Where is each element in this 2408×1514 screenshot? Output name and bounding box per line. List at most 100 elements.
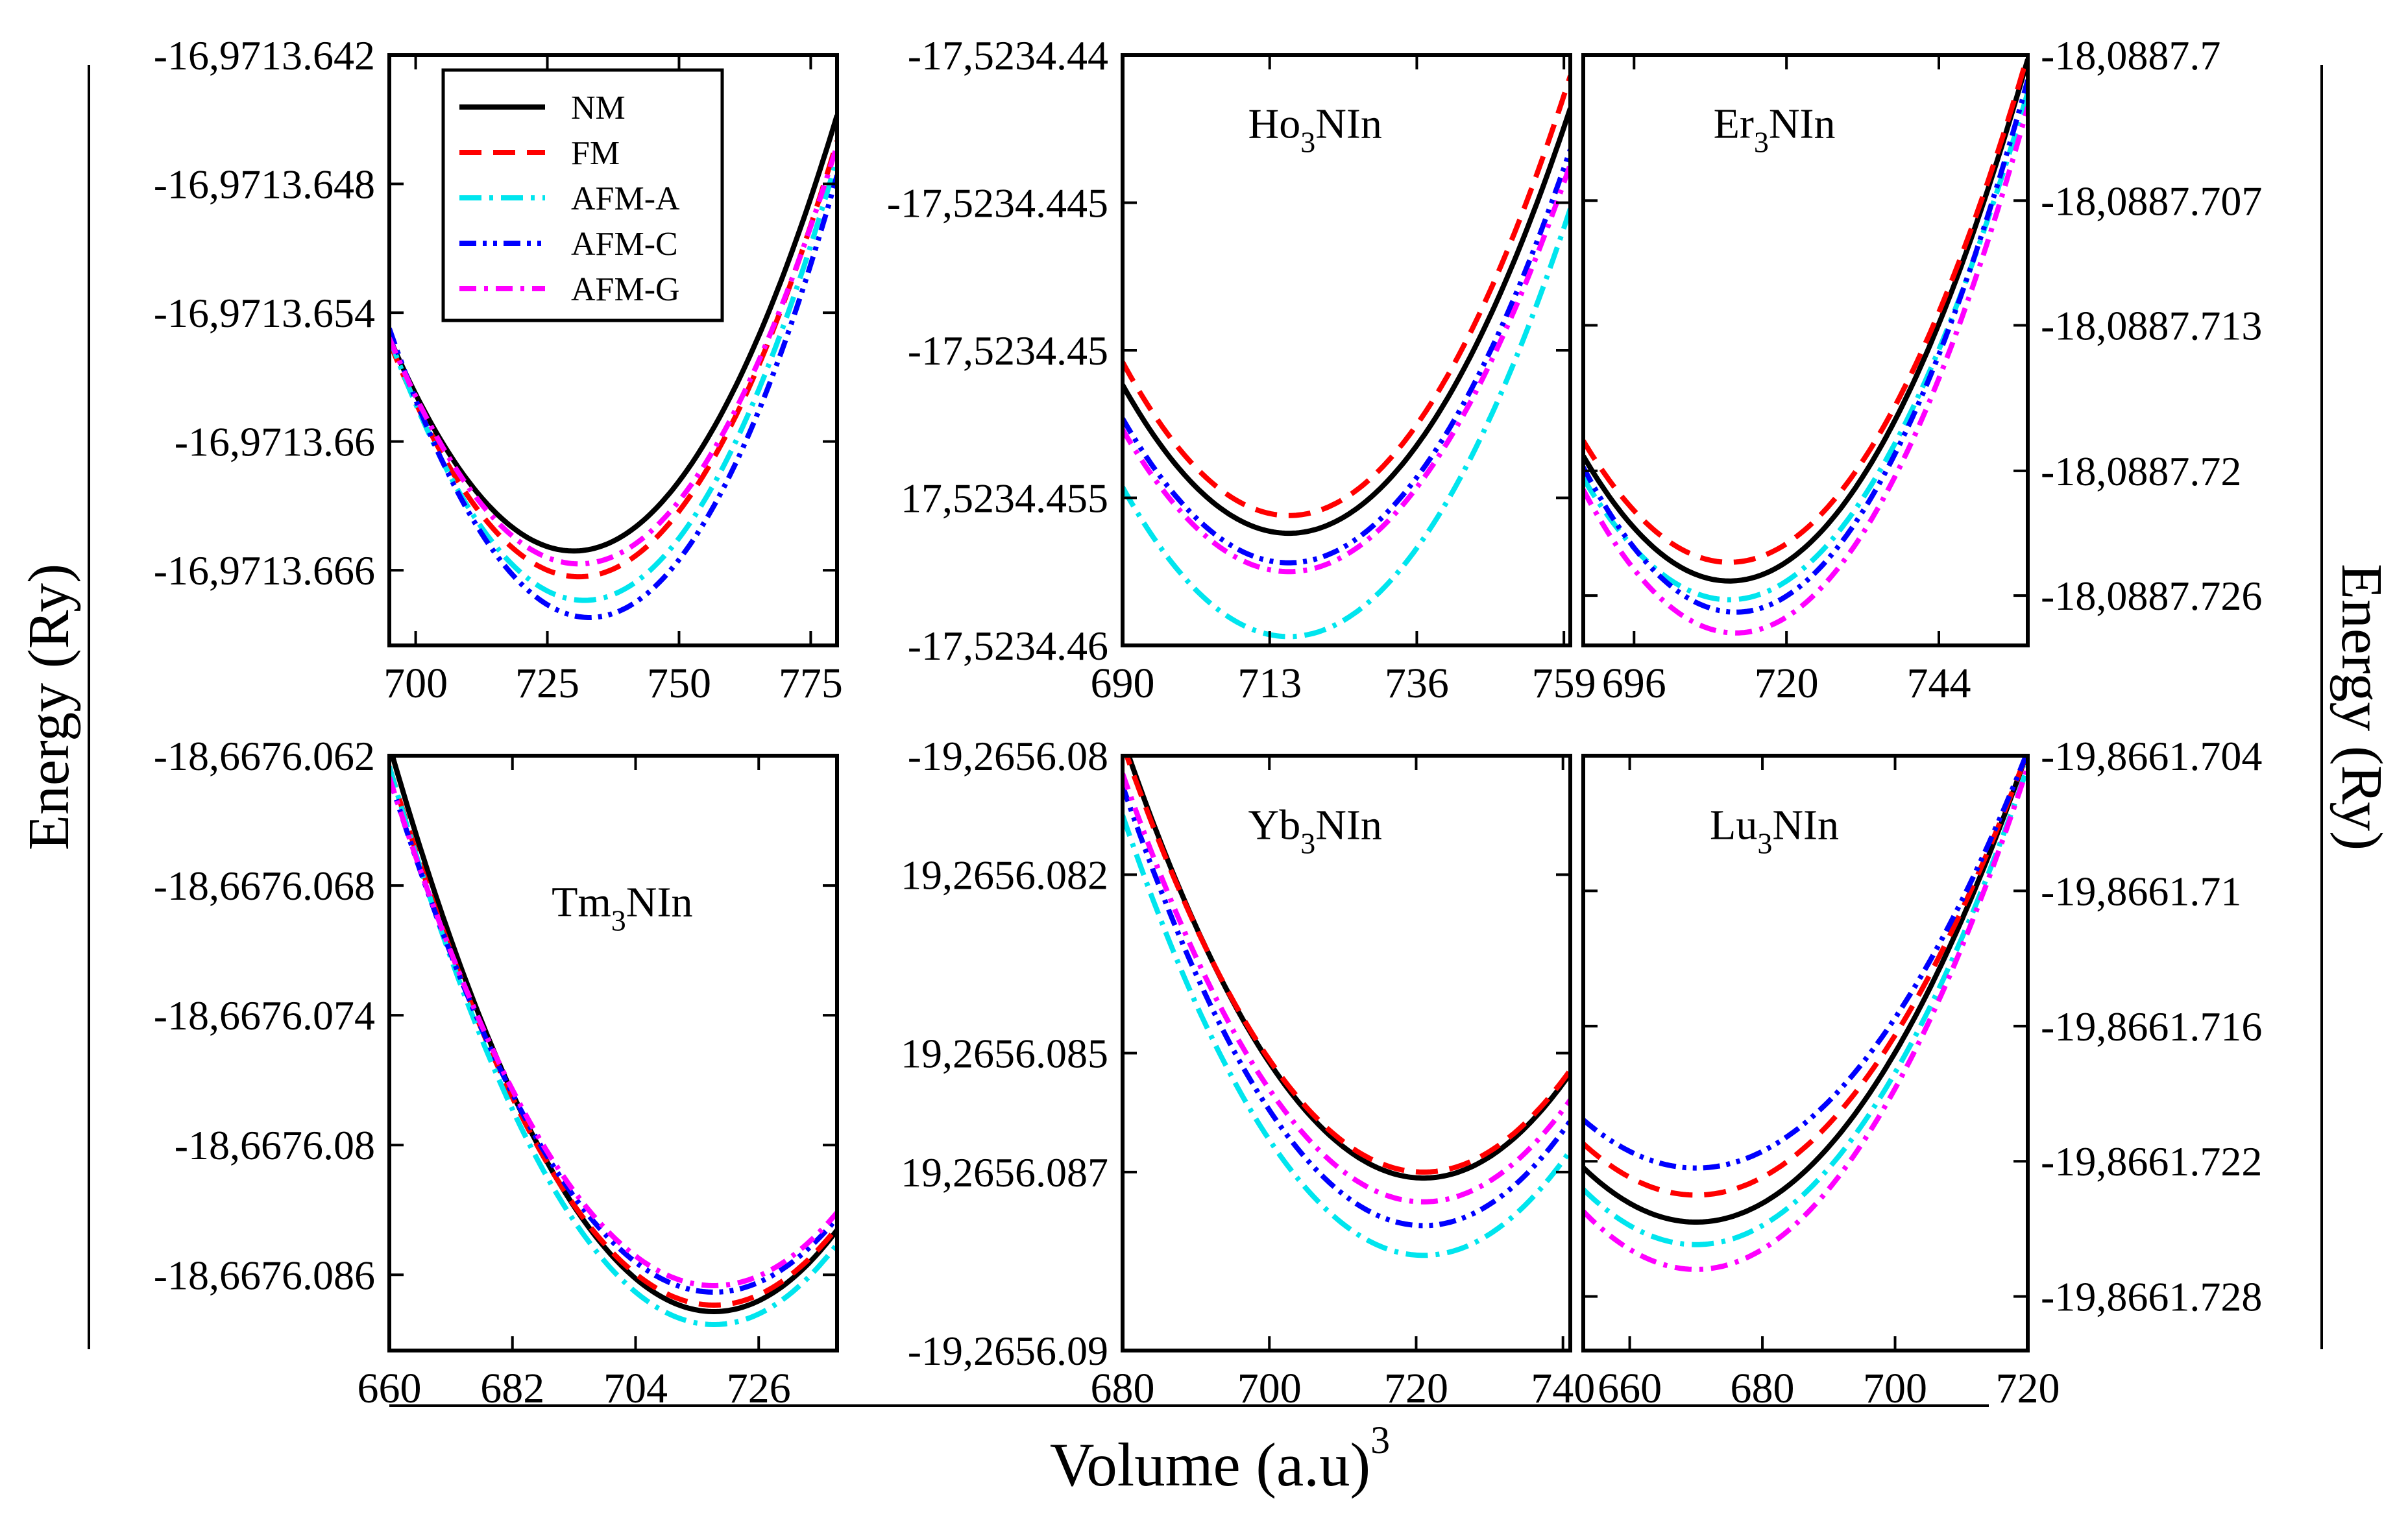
- panel-5-frame: [1581, 754, 2030, 1352]
- y-tick-label: -19,8661.704: [2041, 733, 2262, 779]
- x-tick-label: 660: [358, 1365, 422, 1412]
- x-tick-label: 700: [1237, 1365, 1302, 1412]
- series-fm-line: [1583, 55, 2028, 565]
- x-tick-label: 775: [779, 660, 843, 707]
- y-tick-label: 17,5234.455: [901, 475, 1108, 522]
- x-tick-label: 680: [1731, 1365, 1795, 1412]
- series-afm-c-line: [1123, 149, 1570, 566]
- compound-label: Tm3NIn: [552, 879, 692, 937]
- series-afm-g-line: [1123, 163, 1570, 575]
- compound-label: Ho3NIn: [1248, 100, 1382, 158]
- series-afm-c-line: [1583, 756, 2028, 1171]
- panel-1: 690 713 736 759 -17,5234.44 -17,5234.445 -17,5…: [887, 32, 1596, 707]
- series-afm-g-line: [1583, 106, 2028, 636]
- compound-label: Lu3NIn: [1710, 801, 1839, 859]
- y-tick-label: -16,9713.66: [175, 419, 375, 465]
- y-tick-label: -16,9713.642: [154, 32, 375, 78]
- panel-3-frame: [387, 754, 839, 1352]
- y-tick-label: -16,9713.666: [154, 547, 375, 594]
- x-tick-label: 720: [1996, 1365, 2060, 1412]
- y-tick-label: -17,5234.44: [908, 32, 1108, 78]
- x-tick-label: 744: [1907, 660, 1971, 707]
- panel-3: 660 682 704 726 -18,6676.062 -18,6676.068 -18,…: [154, 733, 839, 1412]
- series-nm-line: [1123, 107, 1570, 536]
- legend-label-nm: NM: [571, 90, 626, 126]
- series-afm-c-line: [389, 174, 837, 620]
- y-tick-label: -16,9713.648: [154, 162, 375, 208]
- x-tick-label: 700: [1863, 1365, 1927, 1412]
- legend-label-afm-g: AFM-G: [571, 271, 680, 308]
- x-tick-label: 690: [1091, 660, 1155, 707]
- x-tick-label: 759: [1532, 660, 1596, 707]
- x-tick-label: 680: [1091, 1365, 1155, 1412]
- panel-4-curves: [1123, 756, 1570, 1258]
- legend-label-fm: FM: [571, 135, 620, 172]
- y-tick-label: -18,0887.726: [2041, 573, 2262, 619]
- legend: NM FM AFM-A AFM-C AFM-G: [441, 68, 724, 322]
- series-afm-g-line: [1123, 773, 1570, 1205]
- y-tick-label: -18,6676.086: [154, 1252, 375, 1298]
- y-tick-label: 19,2656.087: [901, 1149, 1108, 1196]
- series-afm-a-line: [389, 765, 837, 1328]
- series-afm-g-line: [1583, 766, 2028, 1272]
- series-afm-c-line: [389, 776, 837, 1295]
- x-tick-label: 720: [1384, 1365, 1448, 1412]
- panel-3-curves: [389, 756, 837, 1328]
- series-nm-line: [1126, 756, 1570, 1181]
- series-nm-line: [389, 756, 837, 1315]
- y-tick-label: -19,2656.09: [908, 1328, 1108, 1374]
- figure-chrome: Energy (Ry) Energy (Ry) Volume (a.u)3: [17, 65, 2394, 1499]
- compound-label: Yb3NIn: [1248, 801, 1382, 859]
- panel-5: 660 680 700 720 -19,8661.704 -19,8661.71 -19,8…: [1581, 733, 2262, 1412]
- series-afm-a-line: [1123, 208, 1570, 640]
- legend-label-afm-c: AFM-C: [571, 226, 678, 263]
- x-tick-label: 696: [1602, 660, 1666, 707]
- x-tick-label: 736: [1385, 660, 1449, 707]
- compound-label: Er3NIn: [1714, 100, 1836, 158]
- x-tick-label: 726: [727, 1365, 791, 1412]
- series-afm-a-line: [1123, 814, 1570, 1258]
- panel-0-frame: [387, 53, 839, 647]
- y-tick-label: 19,2656.085: [901, 1031, 1108, 1077]
- x-tick-label: 725: [515, 660, 579, 707]
- panel-2: 696 720 744 -18,0887.7 -18,0887.707 -18,0887.…: [1581, 32, 2262, 707]
- series-nm-line: [389, 114, 837, 554]
- series-afm-g-line: [389, 144, 837, 567]
- panel-0-curves: [389, 114, 837, 620]
- panel-2-curves: [1583, 55, 2028, 636]
- series-fm-line: [389, 765, 837, 1308]
- panel-1-curves: [1123, 75, 1570, 640]
- x-tick-label: 660: [1598, 1365, 1662, 1412]
- y-tick-label: -16,9713.654: [154, 290, 375, 336]
- panel-4: 680 700 720 740 -19,2656.08 19,2656.082 19,265…: [901, 733, 1595, 1412]
- y-tick-label: -17,5234.445: [887, 180, 1108, 226]
- series-afm-g-line: [389, 776, 837, 1289]
- panel-5-curves: [1583, 756, 2028, 1272]
- series-fm-line: [1124, 756, 1570, 1175]
- y-tick-label: -19,8661.716: [2041, 1003, 2262, 1050]
- series-nm-line: [1583, 58, 2028, 584]
- x-tick-label: 704: [603, 1365, 668, 1412]
- series-afm-a-line: [1583, 766, 2028, 1247]
- y-tick-label: -18,0887.72: [2041, 448, 2241, 494]
- y-tick-label: -18,6676.074: [154, 992, 375, 1039]
- y-tick-label: -19,8661.71: [2041, 868, 2241, 914]
- series-afm-c-line: [1123, 784, 1570, 1229]
- y-tick-label: -19,2656.08: [908, 733, 1108, 779]
- legend-label-afm-a: AFM-A: [571, 180, 680, 217]
- x-tick-label: 700: [383, 660, 448, 707]
- x-tick-label: 750: [647, 660, 711, 707]
- x-tick-label: 720: [1755, 660, 1819, 707]
- x-axis-label-main: Volume (a.u): [1050, 1430, 1370, 1499]
- y-tick-label: -18,6676.068: [154, 863, 375, 909]
- y-tick-label: -18,6676.062: [154, 733, 375, 779]
- y-tick-label: 19,2656.082: [901, 852, 1108, 898]
- x-axis-label: Volume (a.u)3: [1050, 1419, 1390, 1499]
- panels: 700 725 750 775 -16,9713.642 -16,9713.648 -16,…: [154, 32, 2263, 1412]
- x-tick-label: 682: [480, 1365, 544, 1412]
- y-tick-label: -18,0887.707: [2041, 178, 2262, 224]
- y-tick-label: -17,5234.45: [908, 328, 1108, 374]
- y-tick-label: -19,8661.722: [2041, 1138, 2262, 1184]
- series-nm-line: [1583, 756, 2028, 1225]
